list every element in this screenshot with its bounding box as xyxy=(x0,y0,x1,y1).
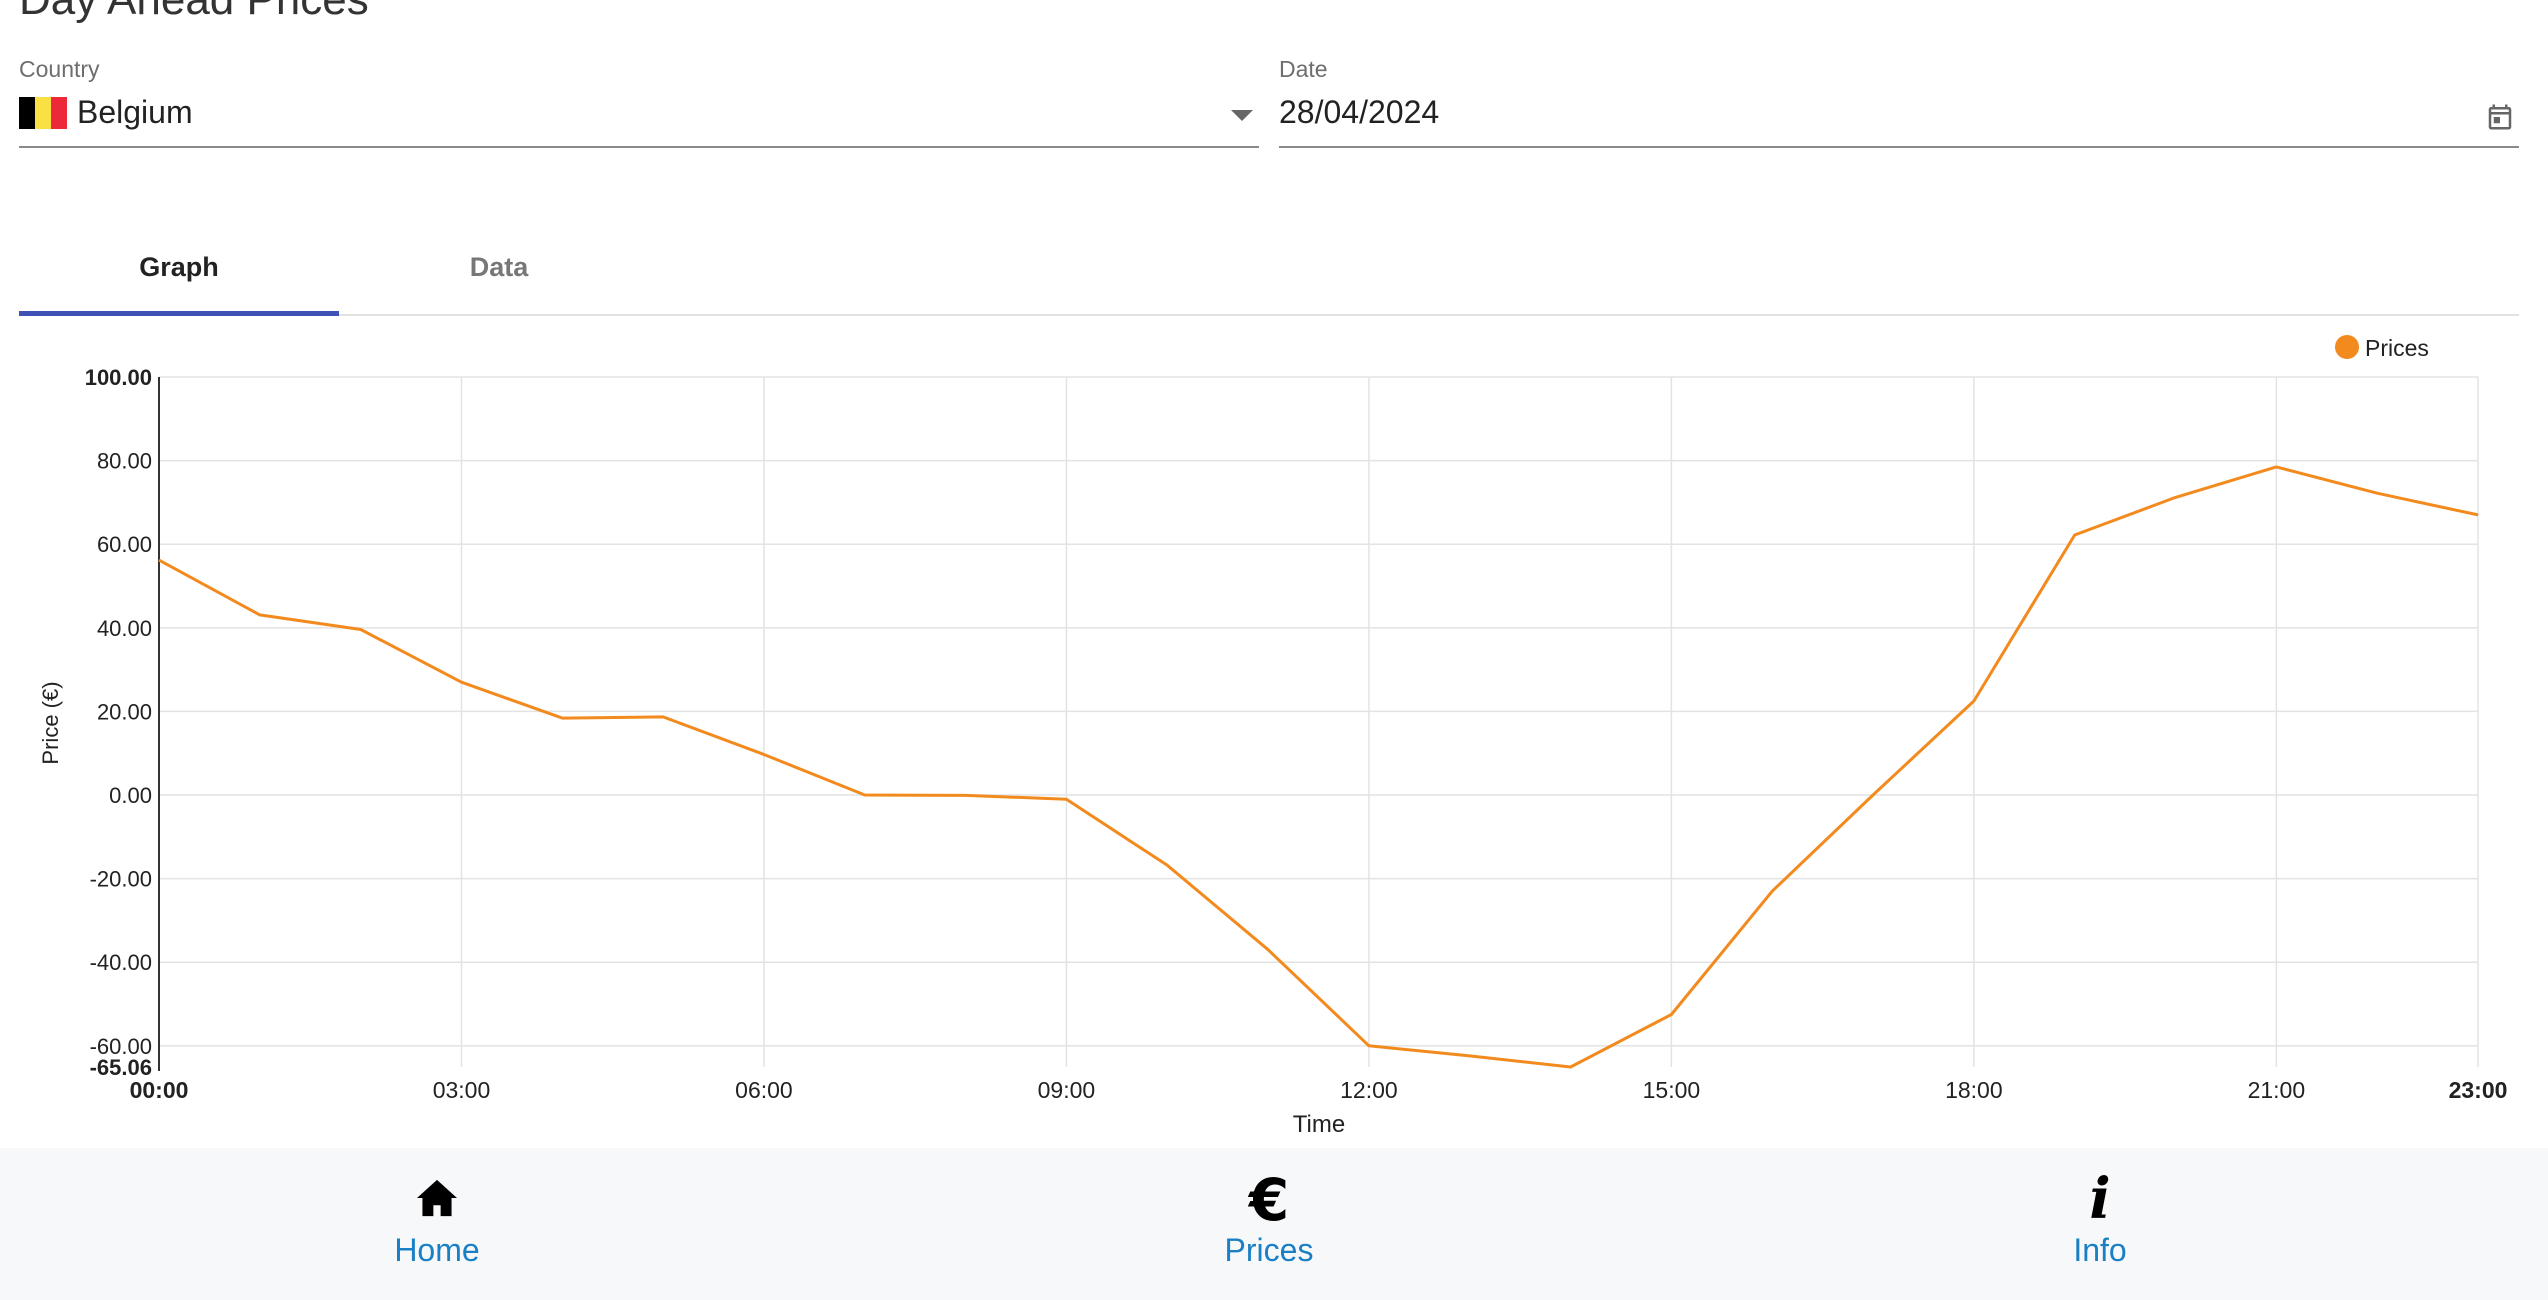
x-tick-label: 15:00 xyxy=(1643,1077,1701,1103)
legend-marker-prices xyxy=(2335,335,2359,359)
calendar-icon[interactable] xyxy=(2485,102,2515,132)
bottom-navigation: Home € Prices i Info xyxy=(0,1148,2548,1300)
y-axis-label: Price (€) xyxy=(38,681,63,764)
dropdown-arrow-icon[interactable] xyxy=(1231,110,1253,121)
x-tick-label: 23:00 xyxy=(2449,1077,2508,1103)
nav-home[interactable]: Home xyxy=(287,1148,587,1300)
y-tick-label: -20.00 xyxy=(90,867,152,892)
nav-info-label: Info xyxy=(2073,1232,2127,1268)
y-tick-label: 0.00 xyxy=(109,783,152,808)
x-tick-label: 09:00 xyxy=(1038,1077,1096,1103)
date-label: Date xyxy=(1279,56,1328,82)
x-tick-label: 06:00 xyxy=(735,1077,793,1103)
x-tick-label: 12:00 xyxy=(1340,1077,1398,1103)
x-axis-label: Time xyxy=(1293,1111,1345,1138)
home-icon xyxy=(417,1179,457,1217)
belgium-flag-icon xyxy=(19,96,67,129)
y-tick-label: 100.00 xyxy=(85,365,152,390)
info-icon: i xyxy=(2089,1166,2111,1232)
country-value: Belgium xyxy=(77,94,193,130)
view-tabs: Graph Data xyxy=(19,220,2519,316)
nav-home-label: Home xyxy=(394,1232,480,1268)
y-tick-label: 80.00 xyxy=(97,449,152,474)
country-select[interactable]: Country Belgium xyxy=(19,52,1259,148)
x-tick-label: 21:00 xyxy=(2248,1077,2306,1103)
x-tick-label: 03:00 xyxy=(433,1077,491,1103)
page-title: Day Ahead Prices xyxy=(19,0,369,30)
y-tick-label: 60.00 xyxy=(97,532,152,557)
y-tick-label: -60.00 xyxy=(90,1034,152,1059)
x-tick-label: 18:00 xyxy=(1945,1077,2003,1103)
nav-info[interactable]: i Info xyxy=(1950,1148,2250,1300)
tab-data[interactable]: Data xyxy=(469,252,529,282)
y-tick-label: 20.00 xyxy=(97,699,152,724)
date-value: 28/04/2024 xyxy=(1279,94,1440,130)
legend-label-prices: Prices xyxy=(2365,335,2429,361)
euro-icon: € xyxy=(1248,1166,1290,1234)
chart-legend[interactable]: Prices xyxy=(2335,335,2429,361)
y-min-label: -65.06 xyxy=(90,1055,152,1080)
date-field[interactable]: Date 28/04/2024 xyxy=(1279,52,2519,148)
price-chart: 100.00 80.00 60.00 40.00 20.00 0.00 -20.00 -40.… xyxy=(38,335,2508,1138)
tab-graph[interactable]: Graph xyxy=(19,220,339,316)
prices-series-line xyxy=(158,465,2479,1069)
x-tick-label: 00:00 xyxy=(130,1077,189,1103)
y-tick-label: -40.00 xyxy=(90,950,152,975)
country-label: Country xyxy=(19,56,100,82)
nav-prices-label: Prices xyxy=(1224,1232,1314,1268)
y-tick-label: 40.00 xyxy=(97,616,152,641)
nav-prices[interactable]: € Prices xyxy=(1119,1148,1419,1300)
